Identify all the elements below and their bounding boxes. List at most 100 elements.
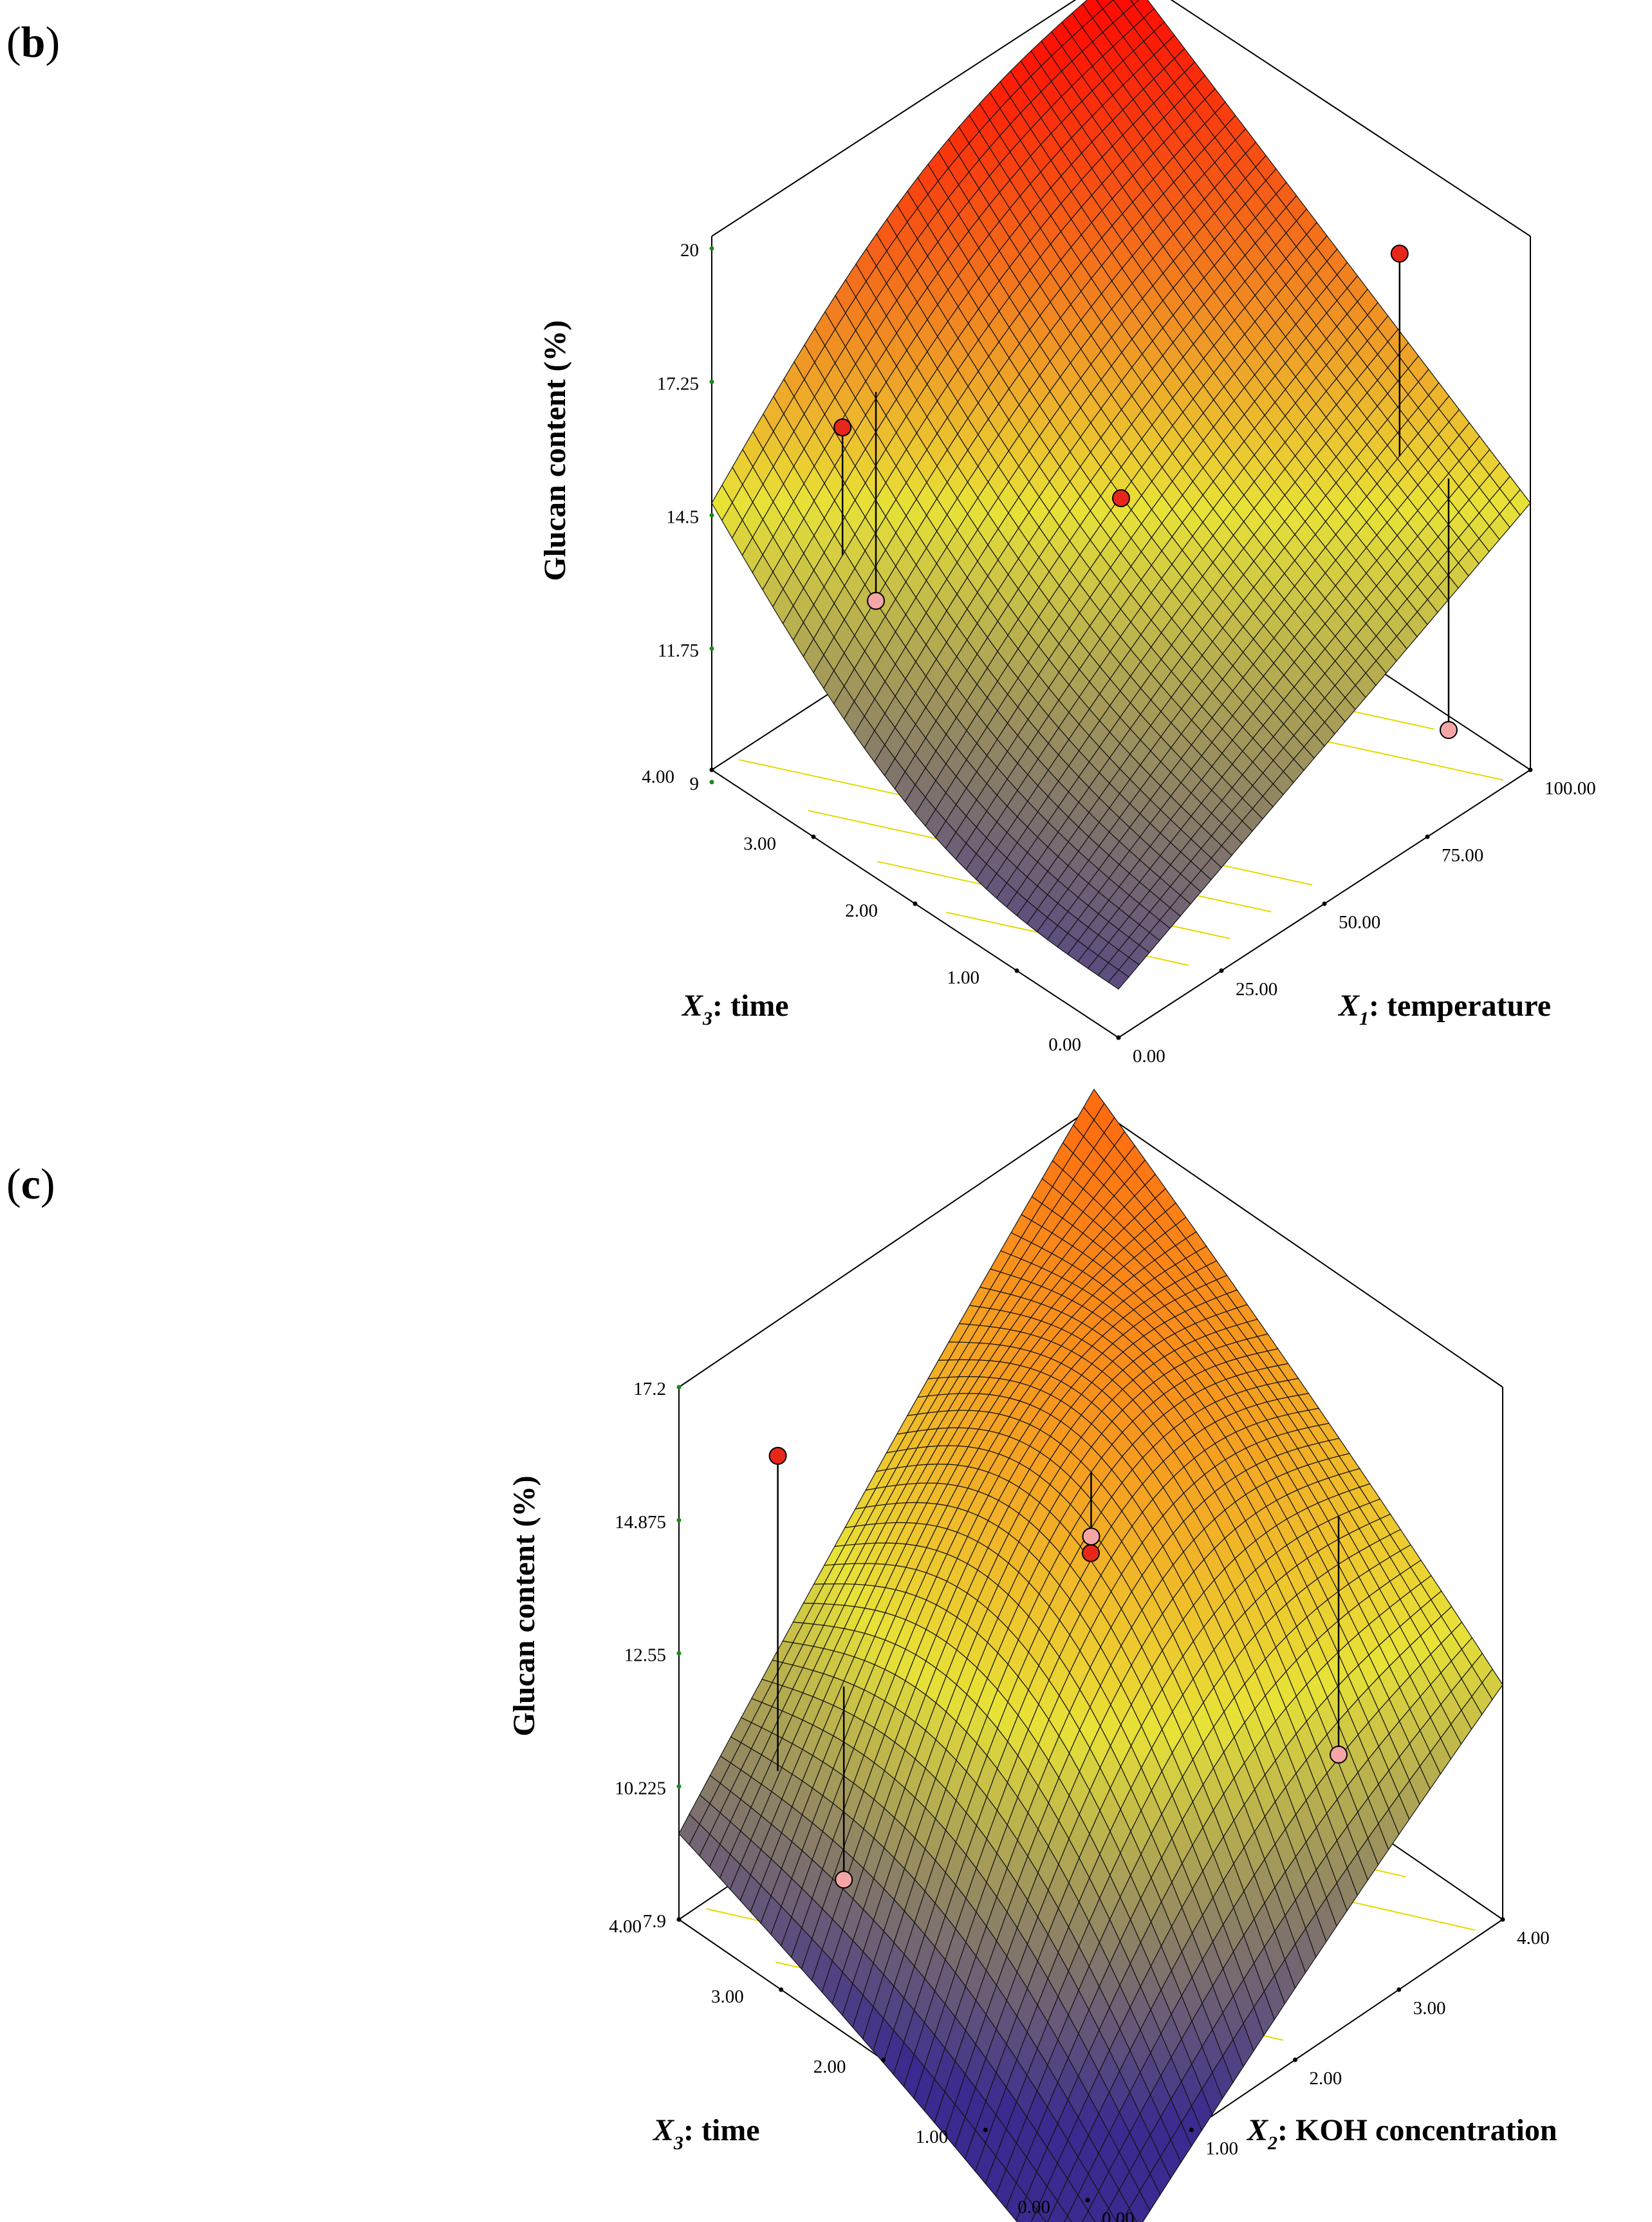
box-edge — [678, 1106, 1095, 1388]
design-point — [833, 418, 852, 437]
right-tick-label: 75.00 — [1442, 845, 1483, 866]
box-edge — [1170, 0, 1531, 237]
right-tick-label: 0.00 — [1133, 1046, 1165, 1067]
left-tick-mark — [913, 901, 918, 906]
panel-b-ticks: 9 11.75 14.5 17.25 20 0.00 1.00 2.00 3.00 4.00 0.0… — [642, 240, 1596, 1067]
z-tick-label: 9 — [690, 774, 700, 794]
right-tick-mark — [1085, 2198, 1090, 2203]
design-point — [1439, 721, 1458, 740]
panel-b-left-axis-letter: X — [681, 989, 703, 1023]
panel-b-left-axis-sub: 3 — [702, 1008, 712, 1029]
panel-c-left-axis-text: : time — [683, 2113, 760, 2147]
right-tick-label: 4.00 — [1517, 1928, 1550, 1948]
left-tick-label: 4.00 — [609, 1916, 642, 1937]
panel-c-left-axis-title: X3: time — [652, 2113, 760, 2154]
right-tick-label: 3.00 — [1413, 1998, 1446, 2019]
surface-cell — [1082, 2210, 1096, 2222]
panel-b-z-axis-title: Glucan content (%) — [538, 320, 572, 581]
panel-c-right-axis-sub: 2 — [1267, 2133, 1277, 2154]
surface-cell — [1100, 2207, 1117, 2222]
surface-cell — [1064, 2215, 1072, 2222]
right-tick-label: 100.00 — [1545, 778, 1596, 799]
left-tick-mark — [811, 834, 816, 839]
right-tick-mark — [1293, 2057, 1297, 2062]
right-tick-mark — [1116, 1035, 1121, 1040]
panel-c-right-axis-title: X2: KOH concentration — [1246, 2113, 1557, 2154]
right-tick-mark — [1397, 1987, 1402, 1992]
panel-c-surface — [678, 1088, 1503, 2222]
z-tick-label: 17.25 — [657, 373, 699, 394]
panel-b-right-axis-letter: X — [1337, 989, 1360, 1023]
z-tick-label: 17.2 — [633, 1379, 666, 1399]
design-point — [1082, 1544, 1100, 1562]
surface-cell — [1030, 2208, 1046, 2222]
panel-c-ticks: 7.9 10.225 12.55 14.875 17.2 0.00 1.00 2.00 3.00… — [609, 1379, 1550, 2222]
surface-cell — [1129, 0, 1140, 5]
left-tick-label: 3.00 — [743, 834, 776, 854]
panel-c-left-axis-letter: X — [652, 2113, 674, 2147]
z-tick-label: 11.75 — [658, 640, 699, 661]
left-tick-label: 3.00 — [711, 1986, 744, 2007]
design-point — [1330, 1745, 1348, 1764]
panel-b: (b) 9 11.75 14.5 17.25 20 0.00 1.00 2.00 3.00 4.0… — [6, 0, 1596, 1067]
z-tick-mark — [676, 1651, 682, 1656]
z-tick-mark — [709, 646, 714, 651]
right-tick-mark — [1500, 1917, 1505, 1922]
panel-c-design-points — [768, 1446, 1348, 1889]
z-tick-label: 7.9 — [643, 1911, 666, 1932]
left-tick-label: 1.00 — [916, 2127, 949, 2147]
panel-b-left-axis-title: X3: time — [681, 989, 789, 1029]
panel-b-label: (b) — [6, 17, 60, 66]
z-tick-label: 12.55 — [624, 1645, 666, 1666]
left-tick-label: 0.00 — [1017, 2197, 1050, 2217]
right-tick-label: 1.00 — [1205, 2138, 1238, 2159]
left-tick-mark — [983, 2127, 988, 2133]
left-tick-label: 2.00 — [845, 901, 878, 921]
panel-b-letter: b — [21, 17, 46, 66]
right-tick-label: 0.00 — [1102, 2208, 1135, 2222]
panel-c-label: (c) — [6, 1159, 55, 1208]
z-tick-mark — [676, 1385, 682, 1390]
left-tick-mark — [709, 767, 714, 772]
left-tick-mark — [676, 1917, 682, 1922]
z-tick-label: 20 — [680, 240, 699, 261]
left-tick-label: 1.00 — [947, 967, 979, 988]
left-tick-mark — [881, 2057, 886, 2062]
left-tick-mark — [779, 1987, 784, 1992]
z-tick-label: 14.875 — [615, 1512, 666, 1533]
left-tick-label: 4.00 — [642, 767, 674, 787]
right-tick-mark — [1219, 968, 1224, 973]
left-tick-mark — [1014, 968, 1019, 973]
right-tick-mark — [1528, 767, 1533, 772]
z-tick-mark — [676, 1784, 682, 1789]
panel-c-right-axis-letter: X — [1246, 2113, 1268, 2147]
z-tick-mark — [676, 1518, 682, 1523]
surface-cell — [1120, 2207, 1137, 2222]
right-tick-label: 2.00 — [1310, 2068, 1342, 2089]
panel-b-left-axis-text: : time — [712, 989, 789, 1023]
left-tick-label: 0.00 — [1048, 1034, 1081, 1055]
right-tick-mark — [1189, 2127, 1194, 2133]
right-tick-label: 50.00 — [1339, 912, 1380, 933]
z-tick-mark — [709, 246, 714, 251]
box-edge — [711, 0, 1077, 237]
design-point — [867, 592, 886, 610]
panel-c-right-axis-text: : KOH concentration — [1277, 2113, 1557, 2147]
panel-c-z-axis-title: Glucan content (%) — [507, 1475, 541, 1736]
panel-c-letter: c — [21, 1159, 41, 1208]
design-point — [1390, 245, 1409, 263]
design-point — [835, 1871, 853, 1889]
right-tick-label: 25.00 — [1236, 979, 1277, 1000]
right-tick-mark — [1322, 901, 1327, 906]
panel-c-left-axis-sub: 3 — [673, 2133, 683, 2154]
panel-c: (c) 7.9 10.225 12.55 14.875 17.2 0.00 1.00 2.00… — [6, 1088, 1557, 2222]
design-point — [768, 1446, 787, 1465]
design-point — [1112, 489, 1130, 507]
design-point — [1082, 1527, 1100, 1546]
z-tick-mark — [709, 780, 714, 785]
panel-b-right-axis-sub: 1 — [1359, 1008, 1369, 1029]
panel-b-surface — [711, 0, 1531, 990]
z-tick-label: 14.5 — [666, 507, 699, 528]
panel-b-right-axis-title: X1: temperature — [1337, 989, 1551, 1029]
